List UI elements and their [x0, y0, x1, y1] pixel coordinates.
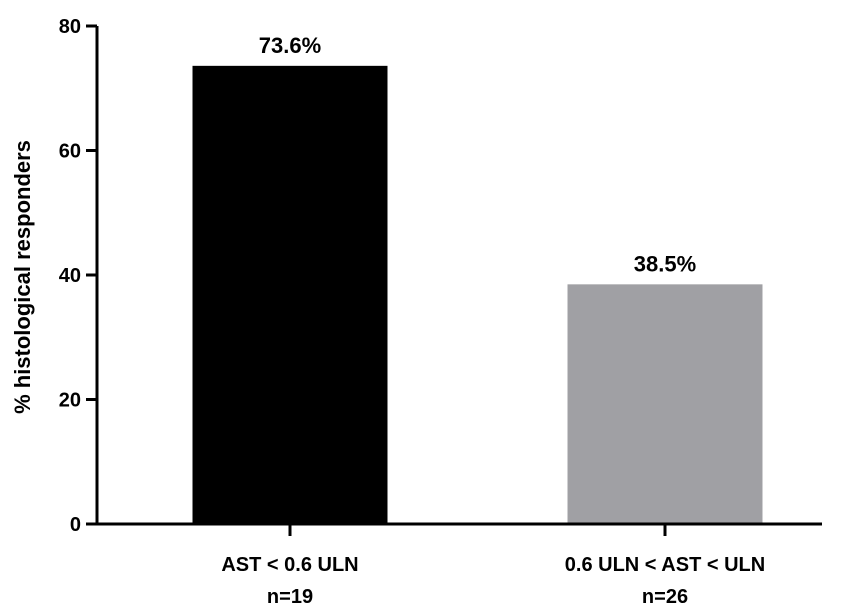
y-tick-label: 20 [59, 390, 81, 412]
x-labels-group: AST < 0.6 ULN n=19 0.6 ULN < AST < ULN n=26 [221, 524, 765, 608]
y-tick-label: 0 [70, 514, 81, 536]
y-tick-label: 60 [59, 141, 81, 163]
bars-group [192, 65, 763, 524]
data-labels-group: 73.6% 38.5% [259, 33, 696, 276]
y-tick-label: 40 [59, 265, 81, 287]
x-category-label: AST < 0.6 ULN [221, 554, 358, 576]
x-category-count-label: n=19 [267, 586, 313, 608]
x-category-count-label: n=26 [642, 586, 688, 608]
bar-value-label: 38.5% [634, 251, 696, 276]
x-category-label: 0.6 ULN < AST < ULN [565, 554, 765, 576]
y-tick-label: 80 [59, 16, 81, 38]
axes [95, 26, 822, 526]
bar [192, 65, 388, 524]
y-ticks-group: 0 20 40 60 80 [59, 16, 97, 536]
bar-value-label: 73.6% [259, 33, 321, 58]
bar [567, 284, 763, 524]
y-axis-title: % histological responders [10, 140, 35, 414]
